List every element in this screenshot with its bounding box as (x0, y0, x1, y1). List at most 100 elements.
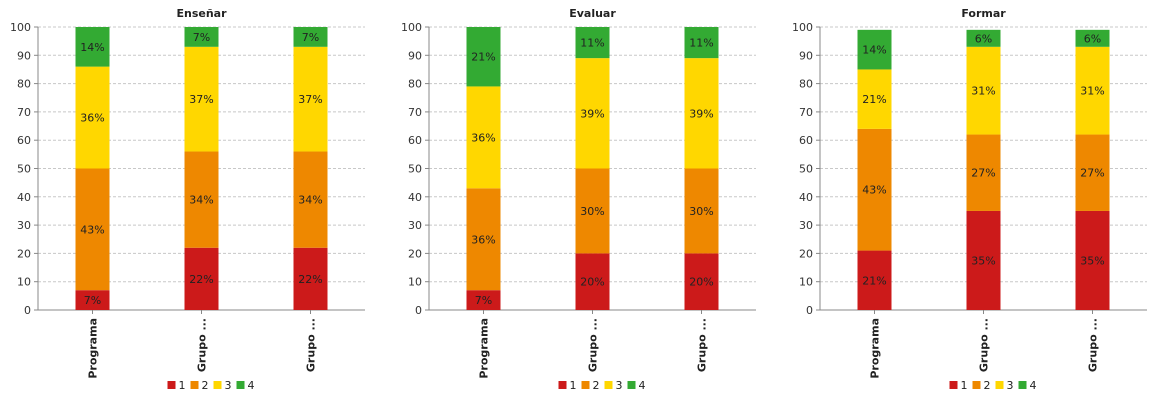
bar-segment-series-1 (966, 210, 1001, 310)
bar-segment-series-3 (293, 46, 328, 152)
legend-swatch (581, 381, 590, 389)
data-label: 21% (862, 274, 886, 287)
y-tick-label: 10 (408, 276, 422, 289)
bar-segment-series-4 (184, 27, 219, 47)
y-tick-label: 50 (17, 163, 31, 176)
y-tick-label: 40 (408, 191, 422, 204)
legend-label: 2 (593, 379, 600, 392)
chart-title: Evaluar (569, 7, 616, 20)
legend-label: 2 (202, 379, 209, 392)
y-tick-label: 20 (799, 247, 813, 260)
data-label: 7% (84, 294, 101, 307)
legend-label: 3 (616, 379, 623, 392)
y-tick-label: 40 (17, 191, 31, 204)
x-category-label: Grupo ... (305, 318, 318, 372)
bar-segment-series-3 (184, 46, 219, 152)
bar-segment-series-2 (293, 151, 328, 248)
bar-segment-series-4 (684, 27, 719, 59)
chart-ensenar: Enseñar 0 10 20 30 40 50 60 70 80 90 100 7% 43% 36% 14%… (10, 7, 365, 392)
data-label: 36% (471, 233, 495, 246)
y-tick-label: 10 (799, 276, 813, 289)
y-tick-label: 60 (17, 134, 31, 147)
legend-item-2: 2 (190, 379, 209, 392)
legend-item-2: 2 (581, 379, 600, 392)
bar-segment-series-3 (1075, 46, 1110, 135)
bar-segment-series-4 (75, 27, 110, 67)
chart-evaluar: Evaluar 0 10 20 30 40 50 60 70 80 90 100 7% 36% 36% 21%… (401, 7, 756, 392)
data-label: 22% (298, 273, 322, 286)
data-label: 22% (189, 273, 213, 286)
chart-title: Formar (961, 7, 1006, 20)
y-tick-label: 60 (408, 134, 422, 147)
legend-label: 1 (961, 379, 968, 392)
bar-segment-series-2 (575, 168, 610, 254)
legend-item-4: 4 (236, 379, 255, 392)
chart-panel-ensenar: Enseñar 0 10 20 30 40 50 60 70 80 90 100 7% 43% 36% 14%… (0, 0, 391, 400)
legend-label: 4 (248, 379, 255, 392)
x-category-label: Programa (869, 318, 882, 379)
bar-segment-series-4 (293, 27, 328, 47)
y-tick-label: 10 (17, 276, 31, 289)
data-label: 20% (580, 276, 604, 289)
data-label: 7% (193, 31, 210, 44)
legend-label: 3 (225, 379, 232, 392)
legend-item-1: 1 (167, 379, 186, 392)
x-category-label: Grupo ... (696, 318, 709, 372)
legend-label: 4 (639, 379, 646, 392)
y-tick-label: 30 (408, 219, 422, 232)
legend-item-3: 3 (995, 379, 1014, 392)
data-label: 39% (580, 107, 604, 120)
bar-segment-series-3 (466, 86, 501, 189)
legend-label: 1 (570, 379, 577, 392)
legend-swatch (167, 381, 176, 389)
data-label: 31% (1080, 85, 1104, 98)
data-label: 43% (80, 223, 104, 236)
data-label: 35% (1080, 254, 1104, 267)
y-tick-label: 80 (799, 78, 813, 91)
legend-swatch (213, 381, 222, 389)
bar-segment-series-2 (466, 188, 501, 291)
data-label: 21% (471, 51, 495, 64)
y-tick-label: 70 (799, 106, 813, 119)
legend-swatch (558, 381, 567, 389)
data-label: 37% (298, 93, 322, 106)
legend-item-3: 3 (213, 379, 232, 392)
bar-segment-series-4 (575, 27, 610, 59)
y-tick-label: 30 (17, 219, 31, 232)
legend-item-3: 3 (604, 379, 623, 392)
bar-segment-series-1 (293, 247, 328, 310)
y-tick-label: 100 (10, 21, 31, 34)
chart-title: Enseñar (176, 7, 227, 20)
bar-segment-series-4 (1075, 29, 1110, 47)
bar-segment-series-4 (966, 29, 1001, 47)
data-label: 14% (80, 41, 104, 54)
y-tick-label: 100 (792, 21, 813, 34)
bar-segment-series-3 (966, 46, 1001, 135)
legend-label: 2 (984, 379, 991, 392)
data-label: 35% (971, 254, 995, 267)
bar-segment-series-2 (184, 151, 219, 248)
y-tick-label: 100 (401, 21, 422, 34)
data-label: 30% (580, 205, 604, 218)
bar-segment-series-1 (857, 250, 892, 310)
legend-swatch (190, 381, 199, 389)
legend-swatch (236, 381, 245, 389)
bar-segment-series-2 (75, 168, 110, 291)
y-tick-label: 90 (17, 49, 31, 62)
data-label: 11% (580, 37, 604, 50)
chart-formar: Formar 0 10 20 30 40 50 60 70 80 90 100 21% 43% 21% 14%… (792, 7, 1147, 392)
bar-segment-series-1 (466, 290, 501, 310)
data-label: 7% (475, 294, 492, 307)
y-tick-label: 50 (799, 163, 813, 176)
data-label: 11% (689, 37, 713, 50)
y-tick-label: 90 (408, 49, 422, 62)
data-label: 20% (689, 276, 713, 289)
y-tick-label: 80 (408, 78, 422, 91)
bar-segment-series-1 (75, 290, 110, 310)
bar-segment-series-3 (575, 58, 610, 169)
data-label: 6% (1084, 32, 1101, 45)
data-label: 39% (689, 107, 713, 120)
y-tick-label: 60 (799, 134, 813, 147)
bar-segment-series-4 (466, 27, 501, 87)
legend-swatch (949, 381, 958, 389)
